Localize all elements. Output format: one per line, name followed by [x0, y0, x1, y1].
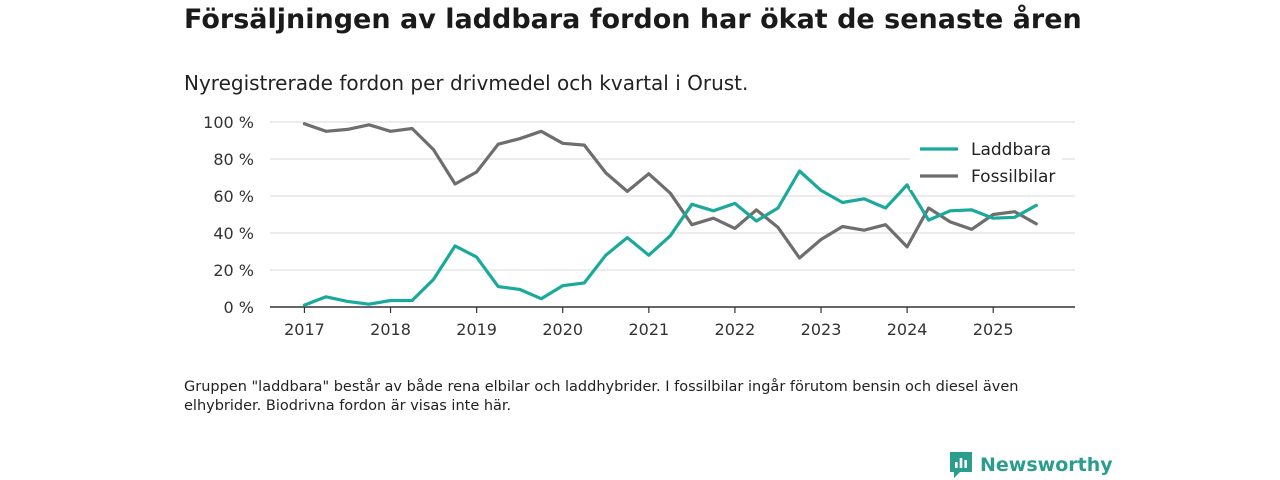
x-tick-label: 2025 — [973, 320, 1014, 339]
x-tick-label: 2021 — [628, 320, 669, 339]
x-tick-label: 2020 — [542, 320, 583, 339]
brand-name: Newsworthy — [980, 454, 1113, 476]
series-line-fossilbilar — [302, 122, 1038, 260]
line-chart: 0 % 20 % 40 % 60 % 80 % 100 % 2017 2018 2019 202… — [203, 113, 1075, 339]
legend-label: Fossilbilar — [971, 167, 1055, 187]
legend: Laddbara Fossilbilar — [910, 134, 1062, 190]
series-line-laddbara — [302, 169, 1038, 307]
brand[interactable]: Newsworthy — [948, 450, 1113, 480]
y-tick-label: 40 % — [213, 224, 254, 243]
y-tick-label: 80 % — [213, 150, 254, 169]
footnote: Gruppen "laddbara" består av både rena e… — [184, 379, 1019, 414]
y-tick-label: 100 % — [203, 113, 254, 132]
x-tick-label: 2019 — [456, 320, 497, 339]
y-tick-label: 0 % — [224, 298, 254, 317]
chart-subtitle: Nyregistrerade fordon per drivmedel och … — [184, 71, 749, 95]
y-tick-label: 60 % — [213, 187, 254, 206]
legend-background — [910, 134, 1062, 190]
legend-label: Laddbara — [971, 140, 1051, 160]
x-tick-label: 2024 — [887, 320, 928, 339]
x-tick-label: 2018 — [370, 320, 411, 339]
chart-title: Försäljningen av laddbara fordon har öka… — [184, 4, 1082, 35]
y-axis-ticks: 0 % 20 % 40 % 60 % 80 % 100 % — [203, 113, 254, 317]
series-lines — [302, 122, 1038, 307]
newsworthy-logo-icon — [950, 452, 972, 478]
y-tick-label: 20 % — [213, 261, 254, 280]
x-tick-label: 2023 — [801, 320, 842, 339]
x-axis: 2017 2018 2019 2020 2021 2022 2023 2024 2025 — [270, 306, 1075, 339]
x-tick-label: 2022 — [715, 320, 756, 339]
x-tick-label: 2017 — [284, 320, 325, 339]
